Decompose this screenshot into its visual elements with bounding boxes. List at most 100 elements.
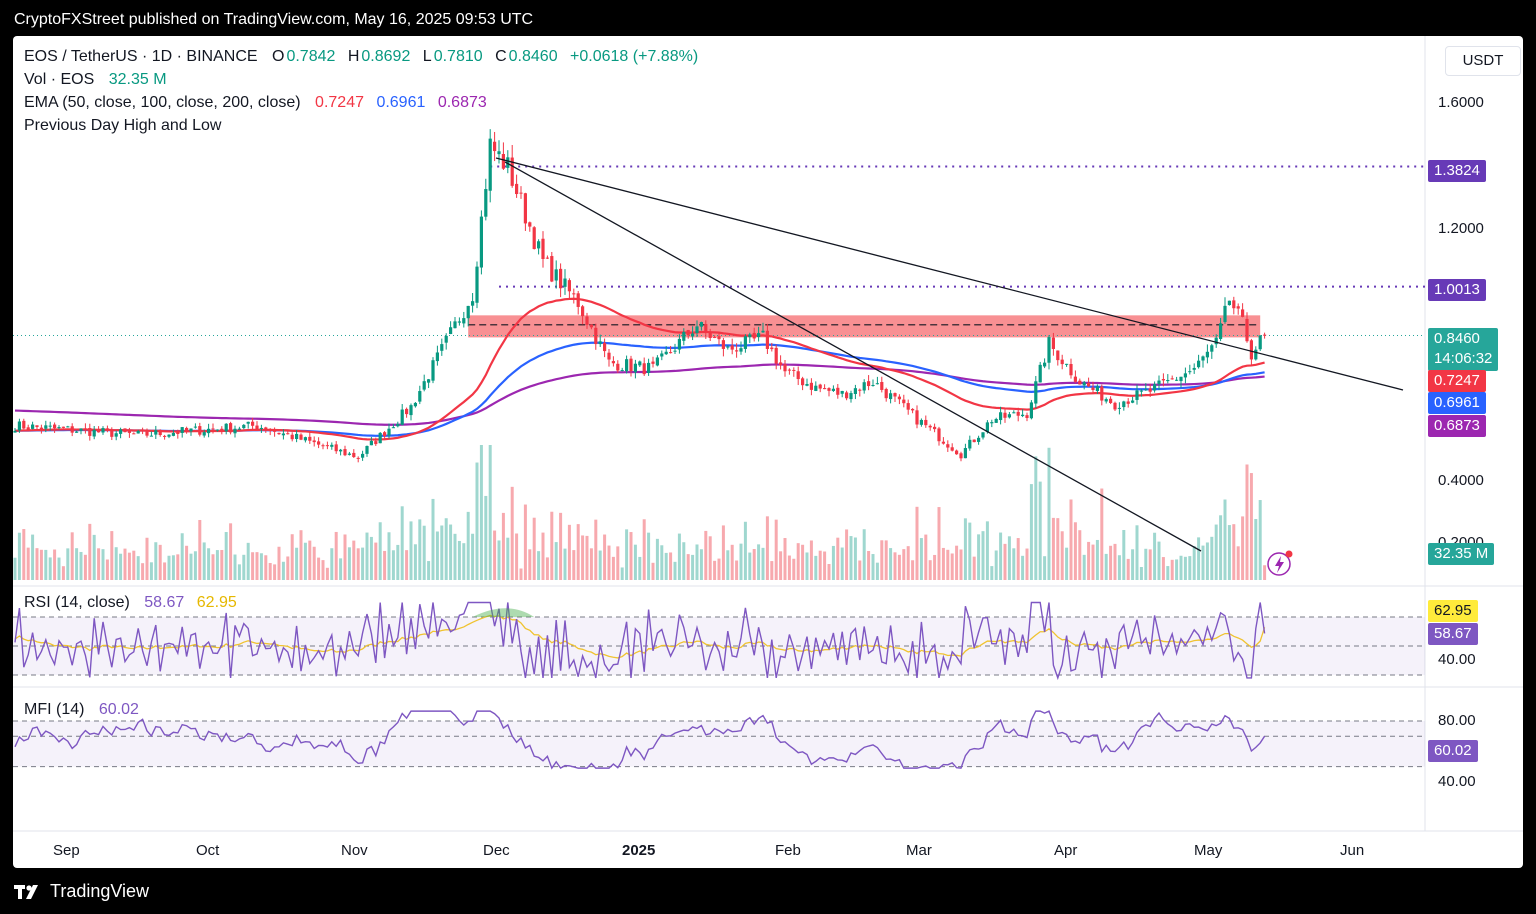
candle-body — [185, 427, 189, 431]
volume-bar — [761, 547, 765, 580]
candle-body — [1003, 412, 1007, 418]
candle-body — [334, 444, 338, 452]
volume-bar — [805, 552, 809, 580]
currency-selector[interactable]: USDT — [1445, 46, 1521, 76]
chart-canvas[interactable] — [13, 36, 1523, 868]
volume-bar — [1113, 543, 1117, 580]
volume-bar — [369, 536, 373, 580]
candle-body — [308, 436, 312, 441]
candle-body — [312, 440, 316, 443]
candle-body — [167, 434, 171, 437]
volume-bar — [180, 533, 184, 580]
volume-bar — [374, 542, 378, 580]
candle-body — [1126, 401, 1130, 404]
candle-body — [801, 378, 805, 386]
candle-body — [713, 336, 717, 338]
volume-bar — [871, 554, 875, 580]
candle-body — [343, 449, 347, 456]
candle-body — [449, 327, 453, 335]
candle-body — [941, 441, 945, 444]
candle-body — [963, 448, 967, 459]
volume-bar — [889, 548, 893, 580]
candle-body — [127, 431, 131, 433]
resistance-zone — [468, 315, 1261, 338]
candle-body — [862, 382, 866, 391]
volume-bar — [620, 567, 624, 580]
volume-bar — [774, 519, 778, 580]
volume-bar — [1003, 543, 1007, 580]
candle-body — [968, 439, 972, 449]
candle-body — [625, 359, 629, 372]
rsi-badge: 58.67 — [1428, 623, 1478, 645]
volume-bar — [1219, 515, 1223, 580]
candle-body — [1223, 305, 1227, 323]
candle-body — [1051, 337, 1055, 349]
volume-bar — [39, 549, 43, 580]
volume-bar — [290, 534, 294, 580]
rsi-legend[interactable]: RSI (14, close) 58.67 62.95 — [24, 594, 239, 612]
volume-bar — [242, 554, 246, 580]
candle-body — [651, 361, 655, 364]
volume-bar — [163, 562, 167, 580]
volume-bar — [1205, 542, 1209, 580]
candle-body — [53, 424, 57, 429]
candle-body — [1056, 350, 1060, 361]
candle-body — [919, 419, 923, 425]
candle-body — [761, 330, 765, 333]
tradingview-logo[interactable]: TradingView — [14, 881, 149, 902]
candle-body — [431, 360, 435, 381]
volume-bar — [598, 550, 602, 580]
candle-body — [933, 426, 937, 430]
candle-body — [950, 447, 954, 451]
volume-legend[interactable]: Vol · EOS 32.35 M — [24, 71, 169, 89]
candle-body — [1254, 349, 1258, 360]
volume-bar — [642, 519, 646, 580]
rsi-overbought-fill — [472, 608, 535, 617]
candle-body — [466, 305, 470, 319]
candle-body — [405, 408, 409, 415]
volume-bar — [26, 547, 30, 580]
volume-bar — [840, 547, 844, 580]
volume-bar — [941, 547, 945, 580]
candle-body — [572, 293, 576, 295]
candle-body — [295, 433, 299, 440]
trendline-steep — [504, 161, 1202, 552]
candle-body — [972, 439, 976, 443]
candle-body — [17, 421, 21, 431]
volume-bar — [277, 546, 281, 580]
candle-body — [783, 364, 787, 372]
volume-bar — [48, 557, 52, 580]
candle-body — [66, 426, 70, 428]
candle-body — [686, 329, 690, 336]
ema-legend[interactable]: EMA (50, close, 100, close, 200, close) … — [24, 94, 489, 112]
mfi-legend[interactable]: MFI (14) 60.02 — [24, 701, 141, 719]
volume-bar — [185, 545, 189, 580]
volume-bar — [211, 554, 215, 580]
volume-bar — [1188, 556, 1192, 580]
volume-bar — [31, 534, 35, 580]
volume-bar — [752, 549, 756, 580]
volume-bar — [523, 504, 527, 580]
ema100-line — [14, 341, 1265, 437]
candle-body — [827, 388, 831, 391]
volume-bar — [339, 558, 343, 580]
volume-bar — [1109, 545, 1113, 580]
level-high-badge: 1.3824 — [1428, 160, 1486, 182]
volume-bar — [963, 518, 967, 580]
candle-body — [1078, 380, 1082, 385]
candle-body — [462, 318, 466, 324]
volume-bar — [1135, 525, 1139, 580]
volume-bar — [655, 538, 659, 580]
volume-bar — [352, 540, 356, 580]
volume-bar — [264, 555, 268, 580]
candle-body — [721, 340, 725, 349]
volume-bar — [519, 568, 523, 580]
volume-bar — [347, 547, 351, 580]
candle-body — [867, 381, 871, 387]
candle-body — [1263, 334, 1267, 336]
pdhl-legend[interactable]: Previous Day High and Low — [24, 117, 223, 135]
volume-bar — [145, 537, 149, 580]
candle-body — [444, 335, 448, 343]
